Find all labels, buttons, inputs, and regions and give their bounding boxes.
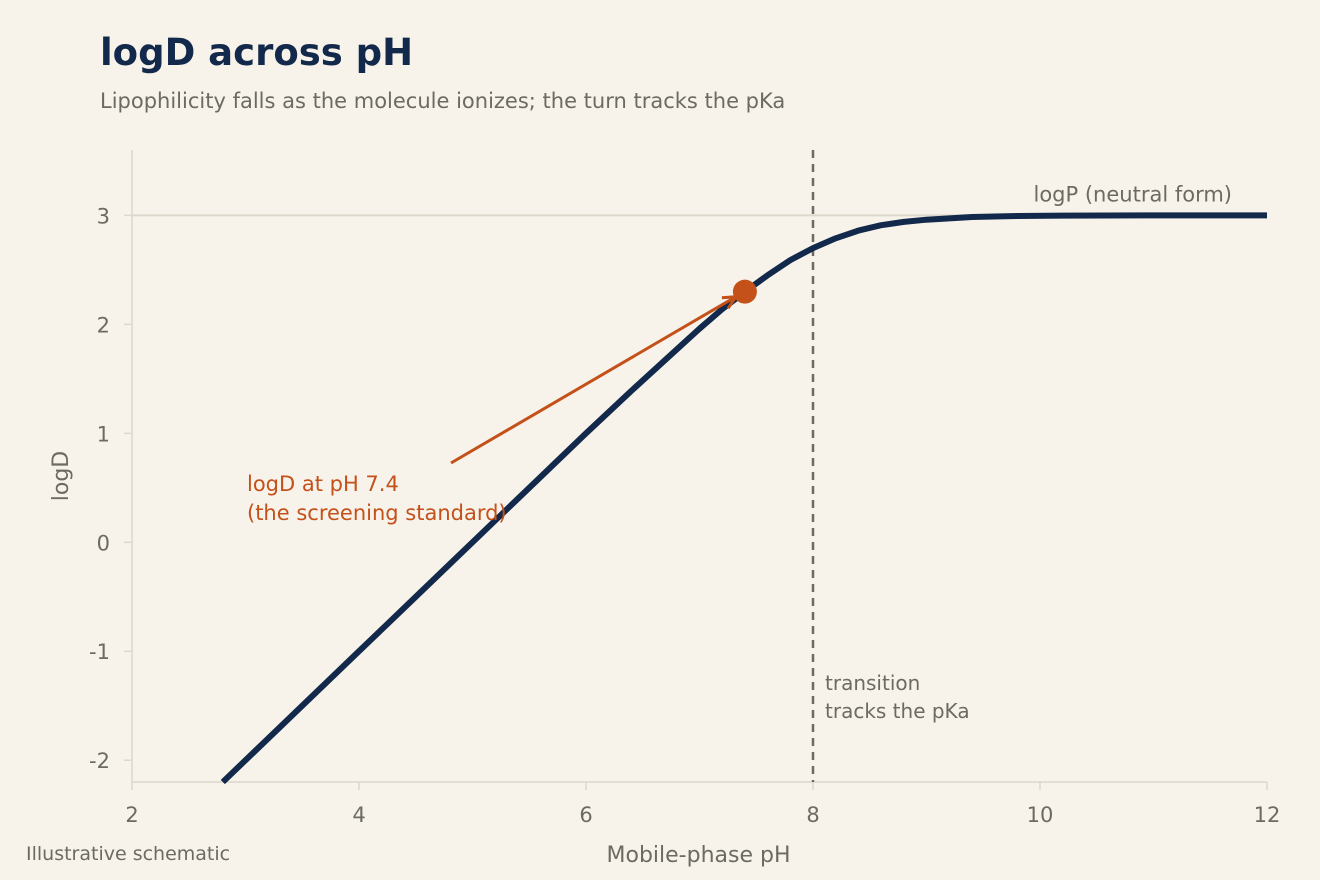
- annotation-label: logD at pH 7.4 (the screening standard): [247, 472, 507, 525]
- chart-title: logD across pH: [100, 31, 413, 74]
- y-ticks: -2 -1 0 1 2 3: [89, 204, 132, 773]
- pka-label-line-2: tracks the pKa: [825, 699, 970, 723]
- x-tick-label-2: 2: [125, 803, 138, 827]
- axes: [131, 150, 1267, 783]
- chart-subtitle: Lipophilicity falls as the molecule ioni…: [100, 89, 785, 113]
- y-axis-label: logD: [49, 451, 74, 501]
- x-tick-label-6: 6: [579, 803, 592, 827]
- x-tick-label-12: 12: [1254, 803, 1281, 827]
- x-tick-label-10: 10: [1027, 803, 1054, 827]
- logd-series-line: [220, 212, 1267, 785]
- x-tick-label-8: 8: [806, 803, 819, 827]
- y-tick-label-1: 1: [97, 422, 110, 446]
- highlight-point-ph-7-4: [732, 279, 757, 304]
- y-tick-label-2: 2: [97, 313, 110, 337]
- logp-reference-label: logP (neutral form): [1034, 182, 1233, 206]
- annotation-line-1: logD at pH 7.4: [247, 472, 399, 496]
- y-tick-label-0: 0: [97, 531, 110, 555]
- y-tick-label-3: 3: [97, 204, 110, 228]
- pka-label-line-1: transition: [825, 671, 920, 695]
- annotation-arrow: [450, 295, 737, 465]
- annotation-line-2: (the screening standard): [247, 501, 507, 525]
- y-tick-label--1: -1: [89, 640, 110, 664]
- footnote: Illustrative schematic: [26, 843, 230, 865]
- y-tick-label--2: -2: [89, 749, 110, 773]
- x-axis-label: Mobile-phase pH: [607, 843, 791, 868]
- pka-reference-label: transition tracks the pKa: [825, 671, 970, 723]
- x-ticks: 2 4 6 8 10 12: [125, 782, 1280, 827]
- x-tick-label-4: 4: [352, 803, 365, 827]
